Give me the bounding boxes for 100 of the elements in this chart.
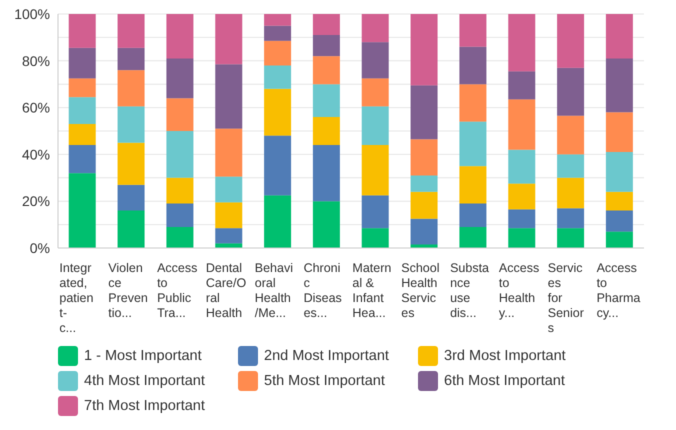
bar	[557, 116, 584, 154]
x-tick-label: Services for Seniors	[548, 261, 584, 335]
bar	[362, 14, 389, 42]
bar	[118, 14, 145, 48]
bar	[312, 201, 340, 248]
bar	[557, 178, 584, 208]
bar	[215, 228, 242, 244]
legend-label: 2nd Most Important	[264, 348, 389, 364]
bar	[118, 210, 145, 248]
y-tick-label: 60%	[22, 100, 50, 116]
x-tick-label: Access to Pharmacy...	[596, 261, 640, 320]
bar	[508, 150, 536, 184]
bar	[606, 14, 633, 58]
bar	[557, 228, 584, 248]
x-tick-label: Behavioral Health/Me...	[254, 261, 293, 320]
bar	[459, 166, 486, 204]
legend-label: 4th Most Important	[84, 372, 205, 388]
legend-label: 6th Most Important	[444, 372, 565, 388]
x-tick-label: School Health Services	[401, 261, 440, 320]
bar	[118, 142, 145, 185]
bar	[68, 124, 96, 146]
bar	[312, 35, 340, 56]
bar	[410, 175, 438, 192]
bar	[264, 195, 292, 248]
y-tick-label: 0%	[30, 240, 50, 256]
legend-label: 5th Most Important	[264, 372, 385, 388]
bar	[166, 14, 194, 58]
bar	[68, 145, 96, 174]
bar	[410, 218, 438, 244]
y-tick-label: 40%	[22, 146, 50, 162]
bar	[410, 192, 438, 219]
bar	[508, 184, 536, 210]
legend-label: 7th Most Important	[84, 398, 205, 414]
bar	[410, 139, 438, 176]
bar	[312, 14, 340, 36]
bar	[508, 14, 536, 72]
bar	[410, 14, 438, 86]
x-tick-label: Maternal & Infant Hea...	[352, 261, 392, 320]
bar	[362, 145, 389, 196]
bar	[459, 122, 486, 166]
bar	[557, 68, 584, 116]
bar	[166, 131, 194, 178]
bar	[606, 58, 633, 112]
bar	[508, 209, 536, 228]
x-tick-label: Violence Preventio...	[108, 261, 148, 320]
x-tick-label: Dental Care/Oral Health	[206, 261, 246, 320]
bar	[606, 192, 633, 211]
bar	[264, 40, 292, 66]
bar	[264, 26, 292, 41]
bar	[557, 14, 584, 68]
bar	[459, 226, 486, 248]
legend-label: 3rd Most Important	[444, 348, 566, 364]
bar	[312, 84, 340, 117]
x-tick-label: Access to Healthy...	[498, 261, 540, 320]
bar	[362, 195, 389, 228]
bar	[118, 106, 145, 143]
bar	[68, 78, 96, 98]
bar	[264, 88, 292, 136]
bar	[68, 97, 96, 124]
bar	[166, 98, 194, 131]
bar	[362, 42, 389, 78]
x-tick-label: Substance use dis...	[450, 261, 490, 320]
bar	[459, 14, 486, 47]
bar	[68, 48, 96, 78]
bar	[312, 56, 340, 84]
bar	[508, 71, 536, 100]
x-tick-label: Chronic Diseases...	[304, 261, 342, 320]
bar	[362, 78, 389, 106]
x-tick-label: Integrated, patient-c...	[59, 261, 94, 335]
bar	[215, 64, 242, 129]
bar	[118, 48, 145, 70]
bar	[264, 14, 292, 26]
bar	[215, 202, 242, 228]
legend-label: 1 - Most Important	[84, 348, 202, 364]
x-tick-label: Access to Public Tra...	[157, 261, 198, 320]
bar	[264, 136, 292, 196]
bar	[410, 85, 438, 140]
bar	[68, 14, 96, 48]
bar	[606, 112, 633, 152]
bar	[312, 116, 340, 146]
bar	[215, 128, 242, 177]
bar	[606, 210, 633, 232]
bar	[508, 99, 536, 150]
y-tick-label: 80%	[22, 52, 50, 69]
bar	[166, 58, 194, 98]
bar	[606, 232, 633, 248]
bar	[557, 208, 584, 228]
bar	[606, 152, 633, 192]
bar	[215, 176, 242, 202]
bar	[118, 184, 145, 211]
bar	[459, 204, 486, 227]
bar	[166, 178, 194, 204]
bar	[362, 228, 389, 248]
bar	[166, 226, 194, 248]
bar	[118, 70, 145, 106]
bar	[362, 106, 389, 146]
y-tick-label: 20%	[22, 193, 50, 210]
bar	[557, 154, 584, 178]
bar	[68, 173, 96, 248]
bar	[312, 145, 340, 202]
